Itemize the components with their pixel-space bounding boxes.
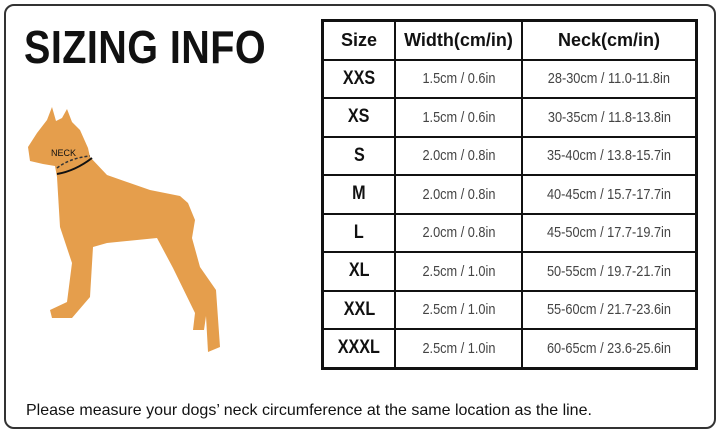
cell-width: 1.5cm / 0.6in [394, 97, 523, 138]
size-table: Size Width(cm/in) Neck(cm/in) XXS 1.5cm /… [321, 19, 698, 370]
cell-neck-text: 28-30cm / 11.0-11.8in [547, 70, 671, 88]
table-row: XXXL 2.5cm / 1.0in 60-65cm / 23.6-25.6in [321, 328, 698, 369]
cell-size: L [321, 212, 396, 253]
cell-size: XXS [321, 58, 396, 99]
cell-width: 2.0cm / 0.8in [394, 135, 523, 176]
table-row: XL 2.5cm / 1.0in 50-55cm / 19.7-21.7in [321, 251, 698, 292]
cell-width: 2.5cm / 1.0in [394, 289, 523, 330]
cell-neck-text: 30-35cm / 11.8-13.8in [547, 108, 671, 126]
cell-neck: 55-60cm / 21.7-23.6in [521, 289, 698, 330]
page-title: SIZING INFO [24, 21, 267, 73]
cell-size: S [321, 135, 396, 176]
cell-neck-text: 45-50cm / 17.7-19.7in [546, 224, 672, 242]
table-row: S 2.0cm / 0.8in 35-40cm / 13.8-15.7in [321, 135, 698, 176]
cell-neck-text: 40-45cm / 15.7-17.7in [546, 185, 672, 203]
header-neck: Neck(cm/in) [521, 19, 698, 61]
cell-neck-text: 50-55cm / 19.7-21.7in [546, 262, 672, 280]
cell-neck: 60-65cm / 23.6-25.6in [521, 328, 698, 369]
cell-size: M [321, 174, 396, 215]
cell-size: XS [321, 97, 396, 138]
cell-width-text: 2.0cm / 0.8in [421, 185, 495, 203]
cell-width-text: 2.5cm / 1.0in [421, 339, 495, 357]
header-size: Size [321, 19, 396, 61]
cell-width-text: 2.0cm / 0.8in [421, 224, 495, 242]
cell-width-text: 2.5cm / 1.0in [421, 301, 495, 319]
cell-width: 2.0cm / 0.8in [394, 174, 523, 215]
cell-neck: 30-35cm / 11.8-13.8in [521, 97, 698, 138]
cell-size: XL [321, 251, 396, 292]
dog-neck-dashed-line [56, 155, 91, 169]
header-width: Width(cm/in) [394, 19, 523, 61]
cell-width: 2.0cm / 0.8in [394, 212, 523, 253]
table-row: XXL 2.5cm / 1.0in 55-60cm / 21.7-23.6in [321, 289, 698, 330]
cell-width: 2.5cm / 1.0in [394, 328, 523, 369]
table-row: M 2.0cm / 0.8in 40-45cm / 15.7-17.7in [321, 174, 698, 215]
cell-width: 2.5cm / 1.0in [394, 251, 523, 292]
cell-neck-text: 60-65cm / 23.6-25.6in [546, 339, 672, 357]
cell-neck: 45-50cm / 17.7-19.7in [521, 212, 698, 253]
cell-neck-text: 35-40cm / 13.8-15.7in [546, 147, 672, 165]
cell-size-text: XXXL [337, 337, 381, 359]
cell-size: XXXL [321, 328, 396, 369]
cell-width-text: 2.5cm / 1.0in [421, 262, 495, 280]
neck-label: NECK [51, 148, 76, 158]
measurement-note: Please measure your dogs’ neck circumfer… [26, 402, 592, 419]
cell-size-text: L [354, 221, 364, 243]
cell-neck-text: 55-60cm / 21.7-23.6in [546, 301, 672, 319]
cell-size-text: XL [348, 260, 370, 282]
table-header-row: Size Width(cm/in) Neck(cm/in) [321, 19, 698, 61]
table-row: XXS 1.5cm / 0.6in 28-30cm / 11.0-11.8in [321, 58, 698, 99]
cell-width: 1.5cm / 0.6in [394, 58, 523, 99]
cell-size-text: XXL [343, 298, 375, 320]
cell-neck: 35-40cm / 13.8-15.7in [521, 135, 698, 176]
cell-size: XXL [321, 289, 396, 330]
table-row: L 2.0cm / 0.8in 45-50cm / 17.7-19.7in [321, 212, 698, 253]
cell-size-text: XXS [342, 67, 376, 89]
cell-size-text: XS [348, 106, 370, 128]
cell-neck: 50-55cm / 19.7-21.7in [521, 251, 698, 292]
cell-width-text: 1.5cm / 0.6in [421, 108, 495, 126]
dog-illustration: NECK [28, 107, 220, 352]
cell-size-text: S [353, 144, 365, 166]
cell-width-text: 1.5cm / 0.6in [421, 70, 495, 88]
cell-neck: 28-30cm / 11.0-11.8in [521, 58, 698, 99]
dog-neck-collar-line [56, 157, 93, 175]
cell-width-text: 2.0cm / 0.8in [421, 147, 495, 165]
dog-silhouette [28, 107, 220, 352]
cell-neck: 40-45cm / 15.7-17.7in [521, 174, 698, 215]
table-row: XS 1.5cm / 0.6in 30-35cm / 11.8-13.8in [321, 97, 698, 138]
cell-size-text: M [352, 183, 366, 205]
card-frame [4, 4, 716, 429]
